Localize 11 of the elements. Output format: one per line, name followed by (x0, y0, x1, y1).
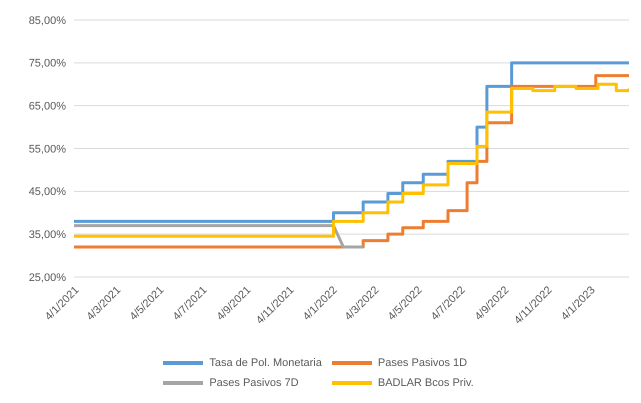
legend-label: BADLAR Bcos Priv. (378, 377, 474, 389)
legend-label: Pases Pasivos 7D (209, 377, 299, 389)
y-tick-label: 85,00% (28, 14, 66, 27)
legend-label: Pases Pasivos 1D (378, 357, 468, 369)
y-tick-label: 75,00% (28, 58, 66, 70)
y-tick-label: 45,00% (28, 186, 66, 198)
legend-label: Tasa de Pol. Monetaria (209, 357, 322, 369)
y-tick-label: 25,00% (28, 272, 66, 284)
y-tick-label: 35,00% (28, 229, 66, 242)
y-tick-label: 55,00% (28, 143, 66, 156)
y-tick-label: 65,00% (28, 100, 66, 113)
